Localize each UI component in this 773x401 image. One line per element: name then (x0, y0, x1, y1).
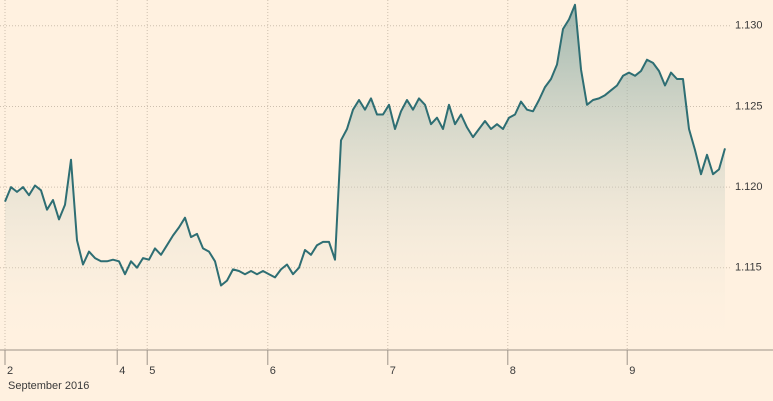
y-tick-label: 1.115 (735, 262, 762, 274)
x-tick-label: 9 (629, 365, 635, 377)
x-tick-label: 6 (270, 365, 276, 377)
x-tick-label: 8 (510, 365, 516, 377)
x-tick-label: 2 (7, 365, 13, 377)
y-tick-label: 1.120 (735, 181, 763, 193)
y-tick-label: 1.125 (735, 100, 763, 112)
line (4, 3, 726, 287)
x-tick-label: 7 (390, 365, 396, 377)
x-axis-label: September 2016 (8, 380, 89, 392)
x-tick-label: 5 (149, 365, 155, 377)
y-tick-label: 1.130 (735, 20, 763, 32)
area-fill (5, 4, 725, 351)
x-tick-label: 4 (119, 365, 125, 377)
